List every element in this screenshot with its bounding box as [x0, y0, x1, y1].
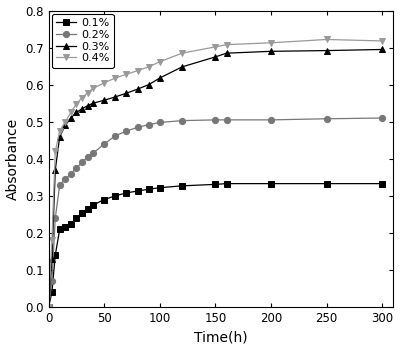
- 0.3%: [158, 76, 162, 80]
- 0.1%: [324, 182, 329, 186]
- 0.2%: [91, 151, 96, 155]
- 0.1%: [57, 227, 62, 231]
- 0.1%: [380, 182, 385, 186]
- Line: 0.4%: 0.4%: [45, 36, 386, 310]
- 0.3%: [224, 51, 229, 55]
- 0.2%: [146, 122, 151, 127]
- 0.2%: [63, 177, 68, 181]
- 0.3%: [63, 123, 68, 127]
- 0.2%: [113, 134, 118, 138]
- 0.3%: [102, 98, 107, 102]
- 0.1%: [213, 182, 218, 187]
- 0.1%: [53, 253, 58, 257]
- 0.3%: [53, 168, 58, 172]
- 0.3%: [180, 65, 184, 69]
- 0.1%: [146, 187, 151, 191]
- 0.2%: [46, 305, 51, 309]
- 0.4%: [124, 72, 129, 76]
- 0.2%: [57, 183, 62, 187]
- 0.1%: [113, 194, 118, 198]
- 0.3%: [85, 104, 90, 108]
- Y-axis label: Absorbance: Absorbance: [6, 118, 20, 200]
- 0.4%: [50, 238, 54, 243]
- 0.4%: [91, 86, 96, 91]
- 0.4%: [213, 45, 218, 49]
- 0.1%: [158, 186, 162, 190]
- 0.4%: [158, 60, 162, 64]
- 0.1%: [269, 182, 274, 186]
- 0.2%: [85, 155, 90, 159]
- 0.3%: [324, 49, 329, 53]
- 0.4%: [46, 305, 51, 309]
- 0.3%: [57, 134, 62, 139]
- 0.3%: [80, 107, 84, 111]
- 0.4%: [113, 76, 118, 80]
- X-axis label: Time(h): Time(h): [194, 330, 248, 344]
- 0.2%: [269, 118, 274, 122]
- 0.3%: [50, 257, 54, 261]
- 0.3%: [213, 55, 218, 59]
- 0.1%: [124, 191, 129, 195]
- 0.4%: [224, 43, 229, 47]
- 0.3%: [135, 87, 140, 91]
- 0.2%: [158, 120, 162, 125]
- 0.4%: [102, 81, 107, 85]
- 0.1%: [180, 184, 184, 188]
- 0.4%: [80, 96, 84, 100]
- Line: 0.3%: 0.3%: [45, 46, 386, 310]
- 0.1%: [224, 182, 229, 186]
- 0.1%: [74, 216, 79, 220]
- Line: 0.1%: 0.1%: [46, 181, 385, 310]
- 0.3%: [68, 116, 73, 120]
- 0.4%: [68, 110, 73, 114]
- 0.4%: [324, 37, 329, 42]
- 0.3%: [269, 49, 274, 54]
- 0.2%: [68, 172, 73, 176]
- 0.3%: [74, 110, 79, 114]
- 0.2%: [213, 118, 218, 122]
- 0.2%: [74, 166, 79, 170]
- 0.4%: [63, 120, 68, 124]
- 0.1%: [135, 189, 140, 193]
- 0.1%: [102, 197, 107, 202]
- 0.2%: [102, 142, 107, 146]
- 0.1%: [80, 210, 84, 215]
- Legend: 0.1%, 0.2%, 0.3%, 0.4%: 0.1%, 0.2%, 0.3%, 0.4%: [52, 14, 114, 68]
- 0.4%: [146, 65, 151, 69]
- 0.1%: [50, 290, 54, 294]
- 0.4%: [57, 129, 62, 133]
- 0.1%: [68, 222, 73, 226]
- 0.2%: [80, 160, 84, 164]
- 0.4%: [180, 51, 184, 55]
- 0.2%: [53, 216, 58, 220]
- 0.4%: [85, 91, 90, 95]
- 0.2%: [224, 118, 229, 122]
- 0.1%: [63, 225, 68, 230]
- 0.4%: [380, 39, 385, 43]
- 0.2%: [324, 117, 329, 121]
- 0.2%: [380, 116, 385, 120]
- Line: 0.2%: 0.2%: [46, 115, 385, 310]
- 0.4%: [135, 69, 140, 73]
- 0.4%: [53, 149, 58, 154]
- 0.3%: [46, 305, 51, 309]
- 0.2%: [124, 129, 129, 133]
- 0.3%: [113, 95, 118, 99]
- 0.2%: [50, 279, 54, 283]
- 0.1%: [46, 305, 51, 309]
- 0.3%: [380, 47, 385, 51]
- 0.2%: [135, 125, 140, 130]
- 0.3%: [124, 91, 129, 95]
- 0.3%: [146, 83, 151, 87]
- 0.1%: [85, 207, 90, 211]
- 0.4%: [74, 102, 79, 106]
- 0.1%: [91, 203, 96, 207]
- 0.2%: [180, 119, 184, 123]
- 0.3%: [91, 101, 96, 105]
- 0.4%: [269, 41, 274, 45]
